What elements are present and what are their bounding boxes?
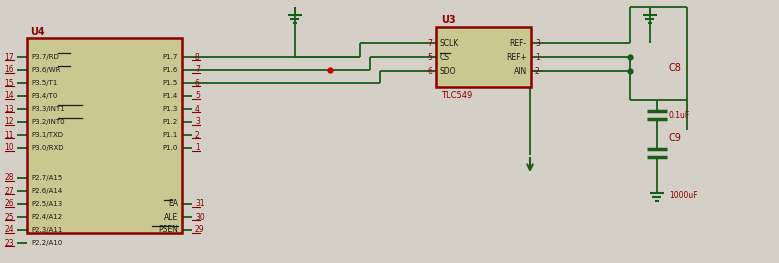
Text: 16: 16 [5, 65, 14, 74]
Text: P3.5/T1: P3.5/T1 [31, 80, 58, 86]
Text: P2.7/A15: P2.7/A15 [31, 175, 62, 181]
Text: P1.3: P1.3 [163, 106, 178, 112]
Text: 2: 2 [535, 67, 540, 75]
Text: 6: 6 [195, 78, 200, 88]
Text: 0.1uF: 0.1uF [669, 110, 690, 119]
Text: 7: 7 [195, 65, 200, 74]
Text: 3: 3 [535, 38, 540, 48]
Text: 2: 2 [195, 130, 199, 139]
Text: P2.6/A14: P2.6/A14 [31, 188, 62, 194]
Text: P1.7: P1.7 [163, 54, 178, 60]
Text: C9: C9 [669, 133, 682, 143]
Text: P3.2/INT0: P3.2/INT0 [31, 119, 65, 125]
Text: 27: 27 [5, 186, 14, 195]
Text: 8: 8 [195, 53, 199, 62]
Text: P3.6/WR: P3.6/WR [31, 67, 61, 73]
Text: 31: 31 [195, 200, 205, 209]
Text: 23: 23 [5, 239, 14, 247]
Text: P2.5/A13: P2.5/A13 [31, 201, 62, 207]
Text: 1: 1 [535, 53, 540, 62]
Text: 12: 12 [5, 118, 14, 127]
Text: P1.1: P1.1 [163, 132, 178, 138]
Text: 11: 11 [5, 130, 14, 139]
Text: 30: 30 [195, 213, 205, 221]
Text: 25: 25 [5, 213, 14, 221]
Text: 26: 26 [5, 200, 14, 209]
Text: C8: C8 [669, 63, 682, 73]
Text: P2.4/A12: P2.4/A12 [31, 214, 62, 220]
Text: 15: 15 [5, 78, 14, 88]
Text: U3: U3 [441, 15, 456, 25]
Text: SDO: SDO [440, 67, 456, 75]
Text: P3.4/T0: P3.4/T0 [31, 93, 58, 99]
Text: P1.5: P1.5 [163, 80, 178, 86]
Text: TLC549: TLC549 [441, 90, 472, 99]
Text: P1.2: P1.2 [163, 119, 178, 125]
Text: 1: 1 [195, 144, 199, 153]
Text: SCLK: SCLK [440, 38, 460, 48]
Bar [27, 38, 182, 233]
Text: P3.7/RD: P3.7/RD [31, 54, 58, 60]
Text: 6: 6 [427, 67, 432, 75]
Text: 4: 4 [195, 104, 200, 114]
Text: U4: U4 [30, 27, 44, 37]
Text: REF+: REF+ [506, 53, 527, 62]
Text: 13: 13 [5, 104, 14, 114]
Text: 3: 3 [195, 118, 200, 127]
Text: CS: CS [440, 53, 450, 62]
Text: ALE: ALE [164, 213, 178, 221]
Text: P1.6: P1.6 [163, 67, 178, 73]
Text: 24: 24 [5, 225, 14, 235]
Text: EA: EA [168, 200, 178, 209]
Text: 5: 5 [427, 53, 432, 62]
Text: P3.3/INT1: P3.3/INT1 [31, 106, 65, 112]
Text: P3.0/RXD: P3.0/RXD [31, 145, 64, 151]
Text: 5: 5 [195, 92, 200, 100]
Text: 28: 28 [5, 174, 14, 183]
Bar [436, 27, 531, 87]
Text: AIN: AIN [513, 67, 527, 75]
Text: P1.4: P1.4 [163, 93, 178, 99]
Text: REF-: REF- [509, 38, 527, 48]
Text: 7: 7 [427, 38, 432, 48]
Text: 14: 14 [5, 92, 14, 100]
Text: 17: 17 [5, 53, 14, 62]
Text: 29: 29 [195, 225, 205, 235]
Text: P2.2/A10: P2.2/A10 [31, 240, 62, 246]
Text: P1.0: P1.0 [163, 145, 178, 151]
Text: P2.3/A11: P2.3/A11 [31, 227, 62, 233]
Text: 1000uF: 1000uF [669, 190, 698, 200]
Text: 10: 10 [5, 144, 14, 153]
Text: PSEN: PSEN [158, 225, 178, 235]
Text: P3.1/TXD: P3.1/TXD [31, 132, 63, 138]
